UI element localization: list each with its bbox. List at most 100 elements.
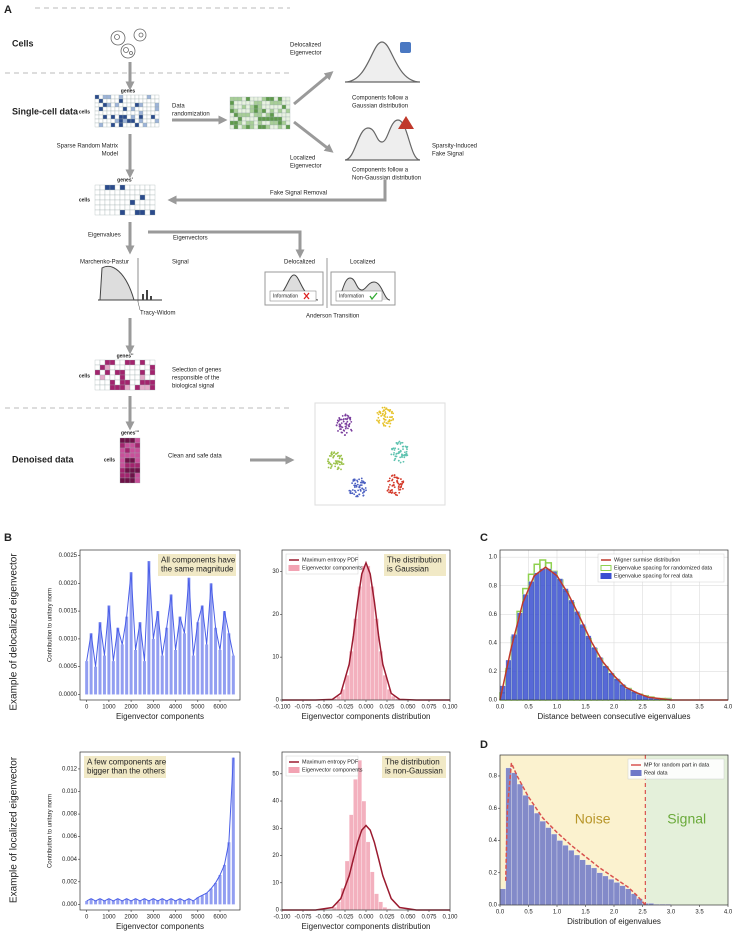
matrix-cell — [104, 184, 111, 191]
matrix-cell — [134, 472, 141, 479]
histogram-bar — [613, 678, 620, 701]
matrix-cell — [106, 98, 112, 104]
umap-dot — [351, 482, 354, 485]
matrix-cell — [130, 122, 136, 128]
matrix-cell — [149, 194, 156, 201]
matrix-cell — [261, 116, 267, 122]
matrix-cell — [102, 106, 108, 112]
label: Components follow a — [352, 96, 409, 102]
x-tick-label: 2.5 — [638, 910, 647, 916]
umap-dot — [406, 445, 409, 448]
matrix-cell — [124, 369, 131, 376]
plot-area — [80, 752, 240, 910]
matrix-cell — [99, 359, 106, 366]
umap-dot — [390, 416, 393, 419]
matrix-label: genes' — [117, 177, 133, 183]
annotation-box — [84, 756, 166, 778]
matrix-cell — [281, 120, 287, 126]
umap-dot — [338, 425, 341, 427]
umap-dot — [382, 422, 384, 425]
umap-dot — [327, 462, 330, 465]
matrix-cell — [134, 442, 141, 449]
umap-dot — [327, 460, 329, 463]
umap-dot — [393, 476, 396, 479]
matrix-cell — [134, 110, 140, 116]
histogram-bar — [534, 812, 541, 906]
matrix-cell — [119, 447, 126, 454]
matrix-cell — [104, 359, 111, 366]
matrix-cell — [138, 94, 144, 100]
matrix-cell — [237, 100, 243, 106]
histogram-bar — [585, 635, 592, 701]
matrix-cell — [269, 124, 275, 130]
matrix-cell — [106, 118, 112, 124]
legend-box — [285, 755, 359, 777]
x-tick-label: 0.025 — [379, 915, 395, 921]
matrix-cell — [281, 112, 287, 118]
y-tick-label: 0 — [276, 698, 280, 704]
y-tick-label: 30 — [272, 569, 279, 575]
signal-region — [645, 755, 728, 905]
matrix-cell — [150, 110, 156, 116]
row-title: Denoised data — [12, 454, 75, 464]
x-tick-label: 0 — [85, 915, 89, 921]
matrix-cell — [98, 106, 104, 112]
umap-dot — [392, 447, 395, 450]
y-tick-label: 0.012 — [62, 767, 78, 773]
matrix-cell — [149, 374, 156, 381]
matrix-cell — [134, 457, 141, 464]
matrix-cell — [154, 102, 160, 108]
legend-swatch — [288, 565, 300, 571]
matrix-cell — [130, 118, 136, 124]
x-tick-label: 0.075 — [421, 705, 437, 711]
umap-dot — [392, 481, 395, 484]
label: Sparsity-Induced — [432, 144, 477, 150]
umap-dot — [390, 453, 393, 456]
y-tick-label: 0.010 — [62, 789, 78, 795]
umap-dot — [330, 465, 333, 468]
histogram-bar — [596, 872, 603, 906]
matrix-cell — [149, 384, 156, 391]
umap-dot — [389, 422, 392, 425]
matrix-cell — [109, 369, 116, 376]
umap-dot — [351, 489, 354, 491]
y-tick-label: 0.006 — [62, 834, 78, 840]
matrix-cell — [281, 96, 287, 102]
plot-frame — [499, 754, 729, 906]
chart: 0.0000 0.0005 0.0010 0.0015 0.0020 0.0025 0 100… — [48, 549, 241, 721]
histogram-bar — [585, 864, 592, 906]
histogram-bar — [556, 578, 563, 701]
row-title: Cells — [12, 38, 34, 48]
histogram-bar — [551, 833, 558, 906]
histogram-bar — [374, 893, 379, 911]
y-tick-label: 0.0005 — [59, 664, 78, 670]
matrix-cell — [124, 204, 131, 211]
umap-dot — [353, 493, 356, 496]
matrix-cell — [154, 106, 160, 112]
umap-dot — [340, 461, 343, 464]
matrix-cell — [134, 118, 140, 124]
matrix-cell — [144, 369, 151, 376]
x-axis-label: Distance between consecutive eigenvalues — [538, 712, 691, 721]
umap-dot — [362, 494, 365, 497]
umap-dot — [390, 489, 393, 492]
matrix-cell — [139, 384, 146, 391]
annotation: is non-Gaussian — [385, 767, 443, 776]
matrix-cell — [94, 199, 101, 206]
matrix-label: cells — [79, 373, 90, 379]
curve — [282, 560, 450, 701]
umap-dot — [386, 489, 389, 492]
matrix-cell — [109, 184, 116, 191]
matrix-cell — [124, 457, 131, 464]
x-tick-label: 0.000 — [358, 915, 374, 921]
matrix-cell — [142, 98, 148, 104]
umap-dot — [377, 416, 380, 419]
matrix-cell — [130, 102, 136, 108]
y-tick-label: 0.002 — [62, 879, 78, 885]
legend-box — [285, 553, 359, 575]
matrix-cell — [106, 94, 112, 100]
curve — [282, 824, 450, 911]
legend-swatch — [630, 770, 642, 776]
umap-dot — [341, 463, 344, 466]
umap-dot — [379, 412, 382, 415]
